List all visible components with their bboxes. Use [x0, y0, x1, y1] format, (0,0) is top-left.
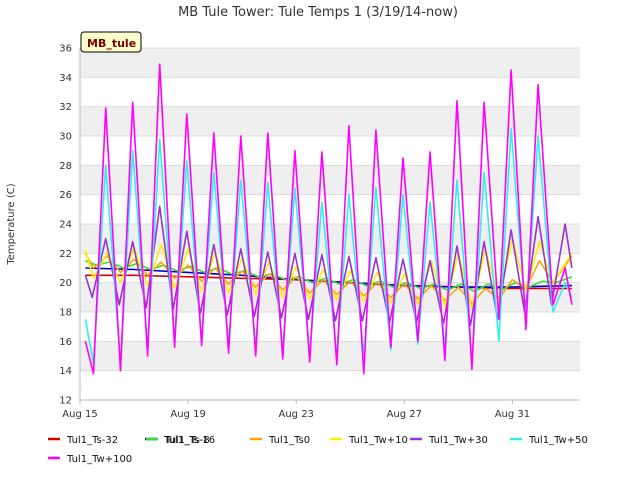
legend-label: Tul1_Ts0 [268, 435, 310, 446]
x-tick-label: Aug 23 [278, 409, 313, 420]
y-tick-labels: 12 14 16 18 20 22 24 26 28 30 32 34 36 [59, 44, 72, 407]
y-tick-label: 26 [59, 190, 72, 201]
axes [79, 48, 580, 401]
x-tick-label: Aug 31 [495, 409, 530, 420]
y-tick-label: 14 [59, 366, 72, 377]
legend-label: Tul1_Ts-16 [163, 435, 215, 446]
y-tick-label: 24 [59, 220, 72, 231]
legend-label: Tul1_Ts-32 [66, 435, 118, 446]
series-line-Tul1_Ts0 [84, 252, 573, 305]
grid-band [80, 341, 580, 371]
y-axis-label: Temperature (C) [6, 183, 17, 265]
site-label-box [80, 31, 142, 53]
series-line-Tul1_Tw+100 [84, 63, 573, 375]
x-tick-labels: Aug 15 Aug 19 Aug 23 Aug 27 Aug 31 [62, 400, 530, 420]
chart-title: MB Tule Tower: Tule Temps 1 (3/19/14-now… [178, 5, 458, 20]
y-tick-label: 12 [59, 396, 72, 407]
x-tick-label: Aug 19 [170, 409, 205, 420]
series-group [84, 63, 573, 375]
y-tick-label: 34 [59, 73, 72, 84]
y-tick-label: 36 [59, 44, 72, 55]
grid-band [80, 106, 580, 136]
legend-label: Tul1_Ts-8 [164, 435, 210, 446]
y-tick-label: 30 [59, 132, 72, 143]
x-tick-label: Aug 15 [62, 409, 97, 420]
y-tick-label: 22 [59, 249, 72, 260]
series-line-Tul1_Ts-16 [85, 267, 572, 288]
y-tick-label: 20 [59, 278, 72, 289]
x-tick-label: Aug 27 [387, 409, 422, 420]
legend-label: Tul1_Tw+100 [66, 454, 132, 465]
legend-label: Tul1_Tw+50 [528, 435, 588, 446]
legend-label: Tul1_Tw+10 [348, 435, 408, 446]
y-tick-label: 28 [59, 161, 72, 172]
y-tick-label: 18 [59, 308, 72, 319]
legend-label: Tul1_Tw+30 [428, 435, 488, 446]
grid-band [80, 48, 580, 78]
site-label-text: MB_tule [87, 37, 136, 50]
y-tick-label: 16 [59, 337, 72, 348]
series-line-Tul1_Tw+50 [84, 127, 573, 365]
site-label-badge: MB_tule [80, 31, 142, 53]
y-tick-label: 32 [59, 102, 72, 113]
